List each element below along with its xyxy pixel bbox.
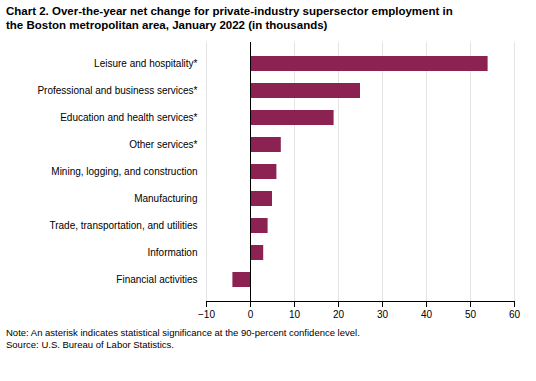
svg-text:0: 0 (248, 309, 254, 320)
svg-text:50: 50 (465, 309, 477, 320)
svg-text:Financial activities: Financial activities (116, 274, 197, 285)
svg-text:Professional and business serv: Professional and business services* (37, 85, 197, 96)
html-text:Note: An asterisk indicates st: Note: An asterisk indicates statistical … (6, 327, 360, 338)
svg-text:Trade, transportation, and uti: Trade, transportation, and utilities (49, 220, 197, 231)
svg-text:Information: Information (147, 247, 197, 258)
svg-text:Mining, logging, and construct: Mining, logging, and construction (51, 166, 197, 177)
html-text:the Boston metropolitan area,: the Boston metropolitan area, January 20… (6, 19, 328, 31)
html-text:Chart 2. Over-the-year net cha: Chart 2. Over-the-year net change for pr… (6, 5, 453, 17)
svg-text:−10: −10 (198, 309, 215, 320)
svg-text:30: 30 (377, 309, 389, 320)
svg-text:Leisure and hospitality*: Leisure and hospitality* (94, 58, 198, 69)
svg-text:40: 40 (421, 309, 433, 320)
svg-text:10: 10 (289, 309, 301, 320)
svg-text:Education and health services*: Education and health services* (60, 112, 197, 123)
html-text:Source: U.S. Bureau of Labor S: Source: U.S. Bureau of Labor Statistics. (6, 339, 174, 350)
svg-text:60: 60 (509, 309, 521, 320)
svg-text:20: 20 (333, 309, 345, 320)
svg-text:Manufacturing: Manufacturing (134, 193, 197, 204)
svg-text:Other services*: Other services* (129, 139, 197, 150)
